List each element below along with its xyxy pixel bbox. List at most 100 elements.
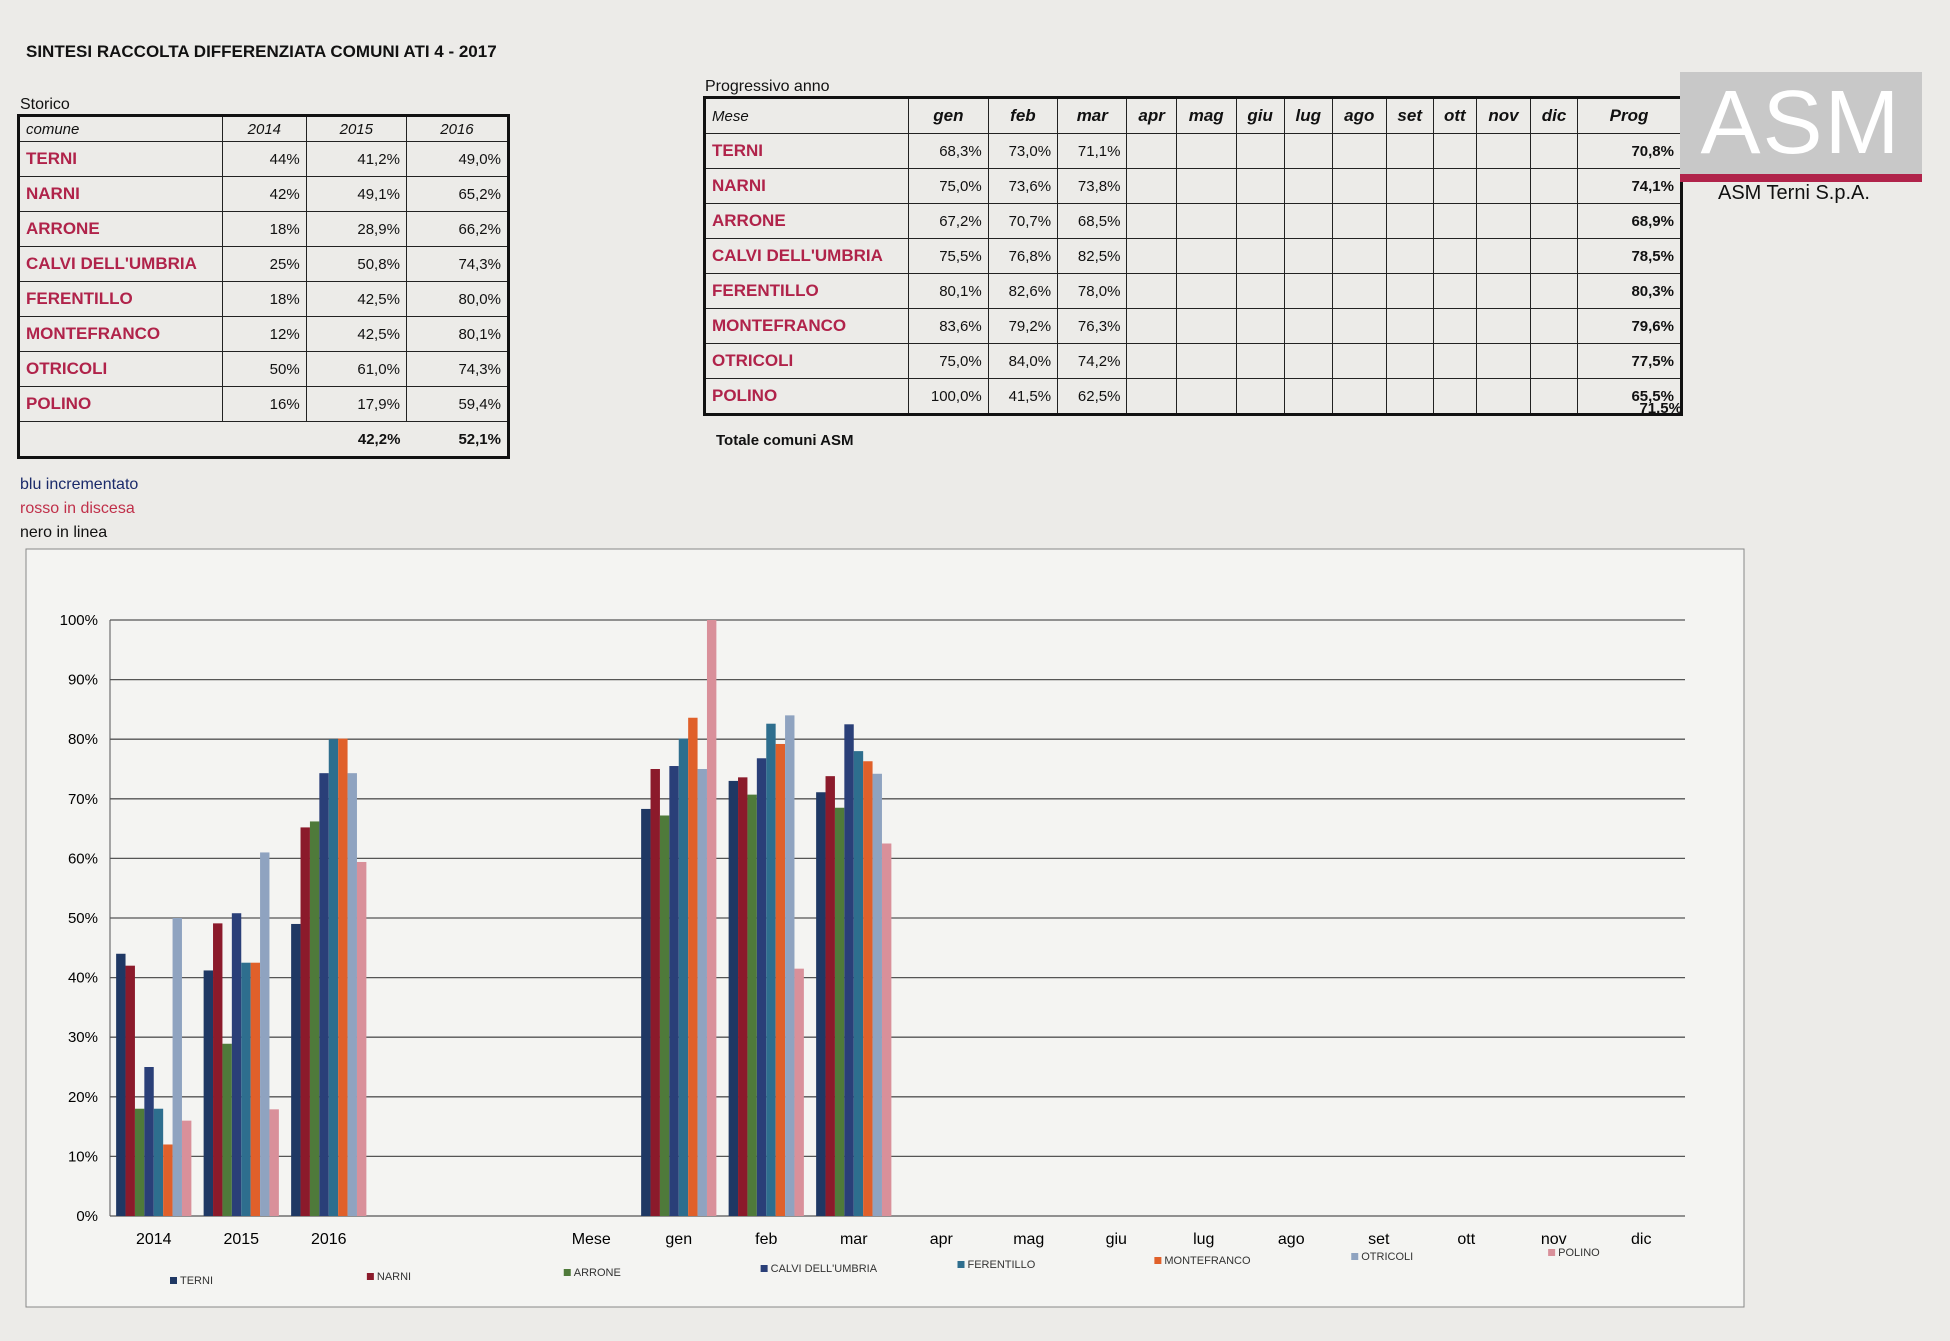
empty-cell xyxy=(1126,308,1177,344)
empty-cell xyxy=(1175,168,1237,204)
prog-cell: 79,6% xyxy=(1577,308,1682,344)
comune-cell: ARRONE xyxy=(704,203,909,239)
bar xyxy=(688,717,698,1216)
legend-label: OTRICOLI xyxy=(1361,1251,1413,1263)
empty-cell xyxy=(1126,133,1177,169)
bar xyxy=(222,1043,232,1216)
empty-cell xyxy=(1432,308,1478,344)
bar xyxy=(834,807,845,1216)
empty-cell xyxy=(1331,133,1387,169)
empty-cell xyxy=(1385,343,1434,379)
legend-swatch xyxy=(1351,1253,1359,1260)
bar xyxy=(241,962,251,1216)
legend-swatch xyxy=(1154,1257,1162,1264)
empty-cell xyxy=(1530,203,1578,239)
comune-cell: MONTEFRANCO xyxy=(704,308,909,344)
value-cell: 25% xyxy=(222,246,307,282)
empty-cell xyxy=(1385,168,1434,204)
bar xyxy=(785,715,795,1216)
empty-cell xyxy=(1530,343,1578,379)
chart: 0% 10% 20% 30% 40% 50% 60% 70% 80% 90% 100% 2014 201… xyxy=(25,548,1745,1308)
table-row: OTRICOLI 75,0% 84,0% 74,2% 77,5% xyxy=(704,343,1682,379)
prog-cell: 74,1% xyxy=(1577,168,1682,204)
prog-cell: 77,5% xyxy=(1577,343,1682,379)
header-cell: feb xyxy=(987,97,1059,134)
value-cell: 42,5% xyxy=(305,316,407,352)
empty-cell xyxy=(1331,203,1387,239)
empty-cell xyxy=(1283,378,1333,415)
legend-label: TERNI xyxy=(180,1275,213,1287)
empty-cell xyxy=(1476,378,1531,415)
y-tick-label: 20% xyxy=(68,1089,98,1106)
header-cell: mag xyxy=(1175,97,1237,134)
note: rosso in discesa xyxy=(20,500,135,517)
empty-cell xyxy=(1432,343,1478,379)
bar xyxy=(309,821,320,1216)
bar xyxy=(125,965,135,1216)
note: blu incrementato xyxy=(20,476,139,493)
empty-cell xyxy=(1283,343,1333,379)
empty-cell xyxy=(1530,238,1578,274)
legend-label: POLINO xyxy=(1558,1247,1600,1259)
comune-cell: POLINO xyxy=(18,386,223,422)
value-cell: 49,0% xyxy=(405,141,510,177)
table-row: MONTEFRANCO 12% 42,5% 80,1% xyxy=(18,316,510,352)
table-row: NARNI 42% 49,1% 65,2% xyxy=(18,176,510,212)
empty-cell xyxy=(1530,133,1578,169)
bar xyxy=(650,769,660,1216)
table-row: POLINO 16% 17,9% 59,4% xyxy=(18,386,510,422)
empty-cell xyxy=(1175,133,1237,169)
value-cell: 59,4% xyxy=(405,386,510,422)
empty-cell xyxy=(1126,238,1177,274)
legend-swatch xyxy=(563,1269,571,1276)
legend-swatch xyxy=(170,1277,177,1284)
bar xyxy=(231,913,242,1216)
table-caption: Progressivo anno xyxy=(705,78,830,95)
empty-cell xyxy=(1126,273,1177,309)
value-cell: 18% xyxy=(222,281,307,317)
header-cell: 2016 xyxy=(405,115,510,142)
empty-cell xyxy=(1175,203,1237,239)
legend-swatch xyxy=(366,1273,374,1280)
empty-cell xyxy=(1126,343,1177,379)
company-name: ASM Terni S.p.A. xyxy=(1718,182,1870,204)
legend-label: ARRONE xyxy=(574,1267,621,1279)
legend-swatch xyxy=(1548,1249,1556,1256)
value-cell: 73,0% xyxy=(987,133,1059,169)
table-row: TERNI 68,3% 73,0% 71,1% 70,8% xyxy=(704,133,1682,169)
table-row: CALVI DELL'UMBRIA 75,5% 76,8% 82,5% 78,5% xyxy=(704,238,1682,274)
progressivo-table: Mese gen feb mar apr mag giu lug ago set ott nov dic… xyxy=(703,96,1683,416)
header-cell: mar xyxy=(1057,97,1128,134)
total-value: 71,5% xyxy=(1639,400,1682,417)
header-cell: gen xyxy=(908,97,989,134)
empty-cell xyxy=(1331,343,1387,379)
header-cell: lug xyxy=(1283,97,1333,134)
value-cell: 80,1% xyxy=(405,316,510,352)
empty-cell xyxy=(1476,238,1531,274)
comune-cell: OTRICOLI xyxy=(18,351,223,387)
bar xyxy=(291,923,301,1216)
header-cell: ago xyxy=(1331,97,1387,134)
legend-label: NARNI xyxy=(377,1271,411,1283)
note: nero in linea xyxy=(20,524,108,541)
legend-swatch xyxy=(957,1261,965,1268)
value-cell: 65,2% xyxy=(405,176,510,212)
value-cell: 80,0% xyxy=(405,281,510,317)
value-cell: 74,2% xyxy=(1057,343,1128,379)
legend-swatch xyxy=(760,1265,768,1272)
empty-cell xyxy=(1331,273,1387,309)
value-cell: 74,3% xyxy=(405,246,510,282)
bar xyxy=(756,758,767,1216)
value-cell: 75,5% xyxy=(908,238,989,274)
comune-cell: FERENTILLO xyxy=(704,273,909,309)
empty-cell xyxy=(1530,273,1578,309)
empty-cell xyxy=(1126,168,1177,204)
y-tick-label: 0% xyxy=(76,1208,98,1225)
empty-cell xyxy=(1175,343,1237,379)
empty-cell xyxy=(1175,378,1237,415)
bar xyxy=(116,953,126,1216)
total-cell: 42,2% xyxy=(357,430,401,448)
value-cell: 80,1% xyxy=(908,273,989,309)
bar xyxy=(738,777,748,1216)
header-row: Mese gen feb mar apr mag giu lug ago set ott nov dic… xyxy=(704,97,1682,134)
